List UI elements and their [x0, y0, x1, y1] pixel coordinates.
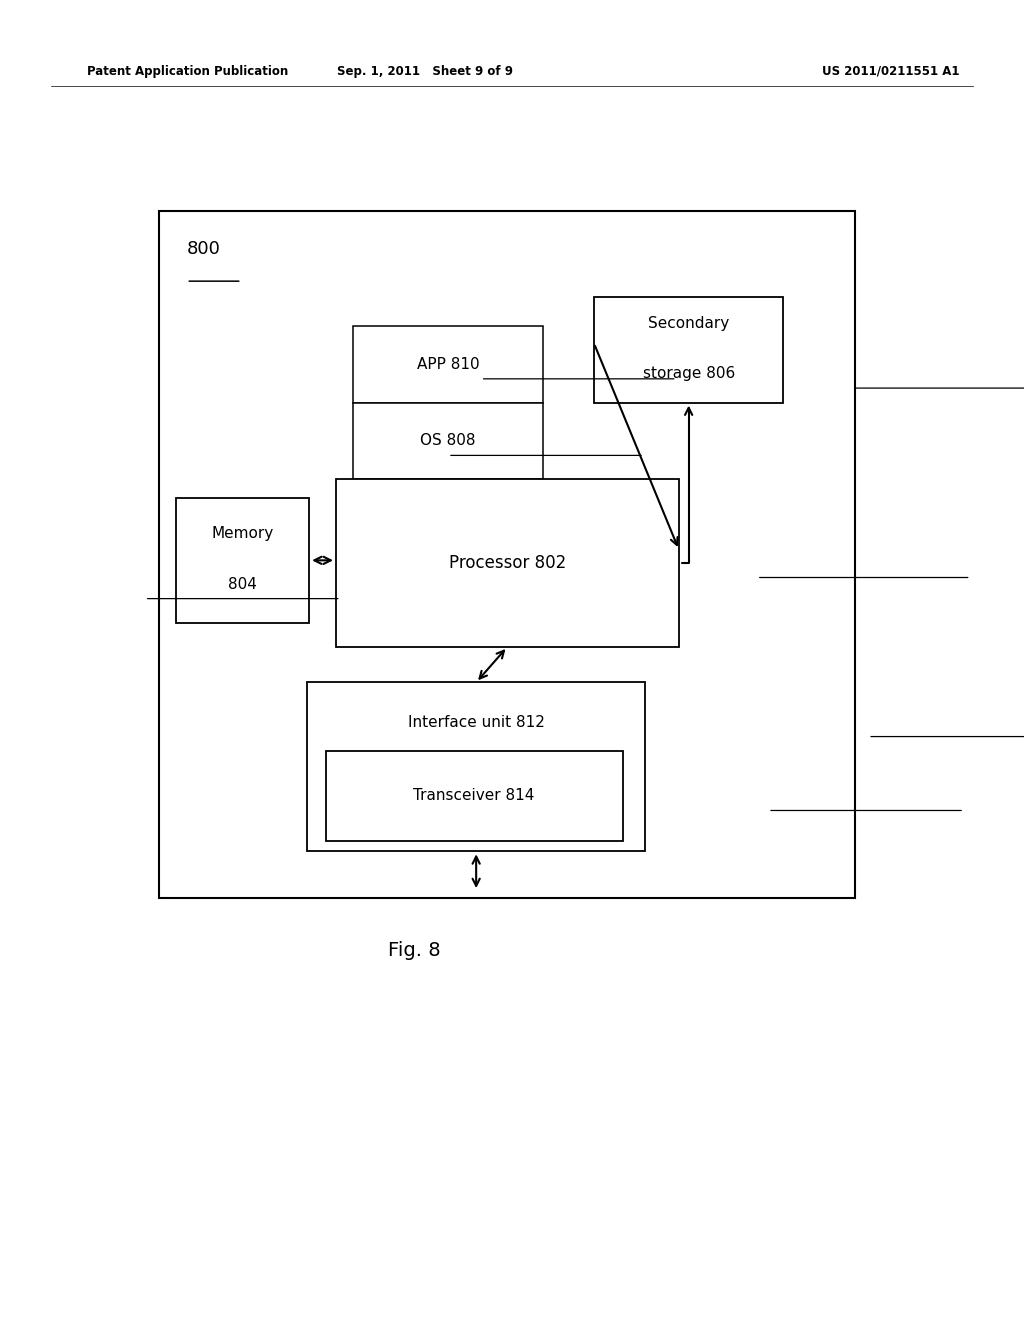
Text: Processor 802: Processor 802 [449, 554, 566, 572]
Text: Transceiver 814: Transceiver 814 [414, 788, 535, 804]
Text: 800: 800 [186, 240, 220, 259]
Text: storage 806: storage 806 [642, 366, 735, 381]
Text: US 2011/0211551 A1: US 2011/0211551 A1 [822, 65, 959, 78]
Bar [594, 297, 783, 403]
Text: APP 810: APP 810 [417, 356, 479, 372]
Bar [353, 403, 543, 479]
Bar [176, 498, 309, 623]
Bar [336, 479, 679, 647]
Text: Fig. 8: Fig. 8 [388, 941, 441, 960]
Text: Interface unit 812: Interface unit 812 [408, 714, 545, 730]
Bar [326, 751, 623, 841]
Bar [159, 211, 855, 898]
Text: Memory: Memory [212, 527, 273, 541]
Bar [307, 682, 645, 851]
Text: Secondary: Secondary [648, 315, 729, 331]
Text: Sep. 1, 2011   Sheet 9 of 9: Sep. 1, 2011 Sheet 9 of 9 [337, 65, 513, 78]
Text: OS 808: OS 808 [420, 433, 476, 449]
Text: 804: 804 [228, 577, 257, 591]
Text: Patent Application Publication: Patent Application Publication [87, 65, 289, 78]
Bar [353, 326, 543, 403]
